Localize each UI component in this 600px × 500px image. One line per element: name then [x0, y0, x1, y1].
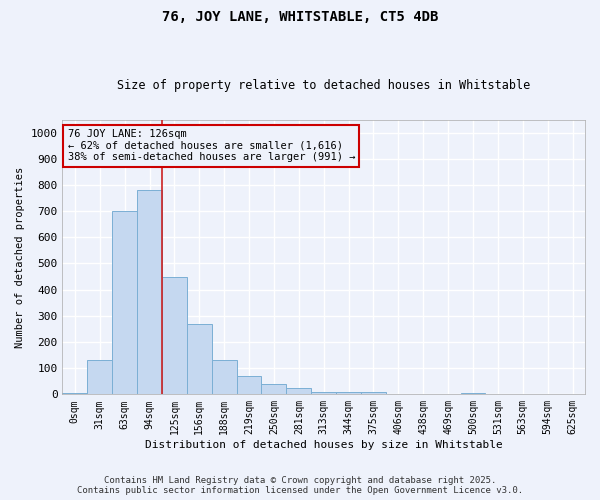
- Bar: [311, 392, 336, 394]
- Bar: [62, 393, 88, 394]
- Bar: [336, 392, 361, 394]
- Bar: [112, 211, 137, 394]
- Bar: [262, 384, 286, 394]
- Title: Size of property relative to detached houses in Whitstable: Size of property relative to detached ho…: [117, 79, 530, 92]
- Y-axis label: Number of detached properties: Number of detached properties: [15, 166, 25, 348]
- Bar: [236, 376, 262, 394]
- Bar: [162, 276, 187, 394]
- Text: 76 JOY LANE: 126sqm
← 62% of detached houses are smaller (1,616)
38% of semi-det: 76 JOY LANE: 126sqm ← 62% of detached ho…: [68, 129, 355, 162]
- Bar: [88, 360, 112, 394]
- Bar: [461, 393, 485, 394]
- Bar: [286, 388, 311, 394]
- Text: 76, JOY LANE, WHITSTABLE, CT5 4DB: 76, JOY LANE, WHITSTABLE, CT5 4DB: [162, 10, 438, 24]
- X-axis label: Distribution of detached houses by size in Whitstable: Distribution of detached houses by size …: [145, 440, 503, 450]
- Bar: [361, 392, 386, 394]
- Bar: [137, 190, 162, 394]
- Text: Contains HM Land Registry data © Crown copyright and database right 2025.
Contai: Contains HM Land Registry data © Crown c…: [77, 476, 523, 495]
- Bar: [187, 324, 212, 394]
- Bar: [212, 360, 236, 394]
